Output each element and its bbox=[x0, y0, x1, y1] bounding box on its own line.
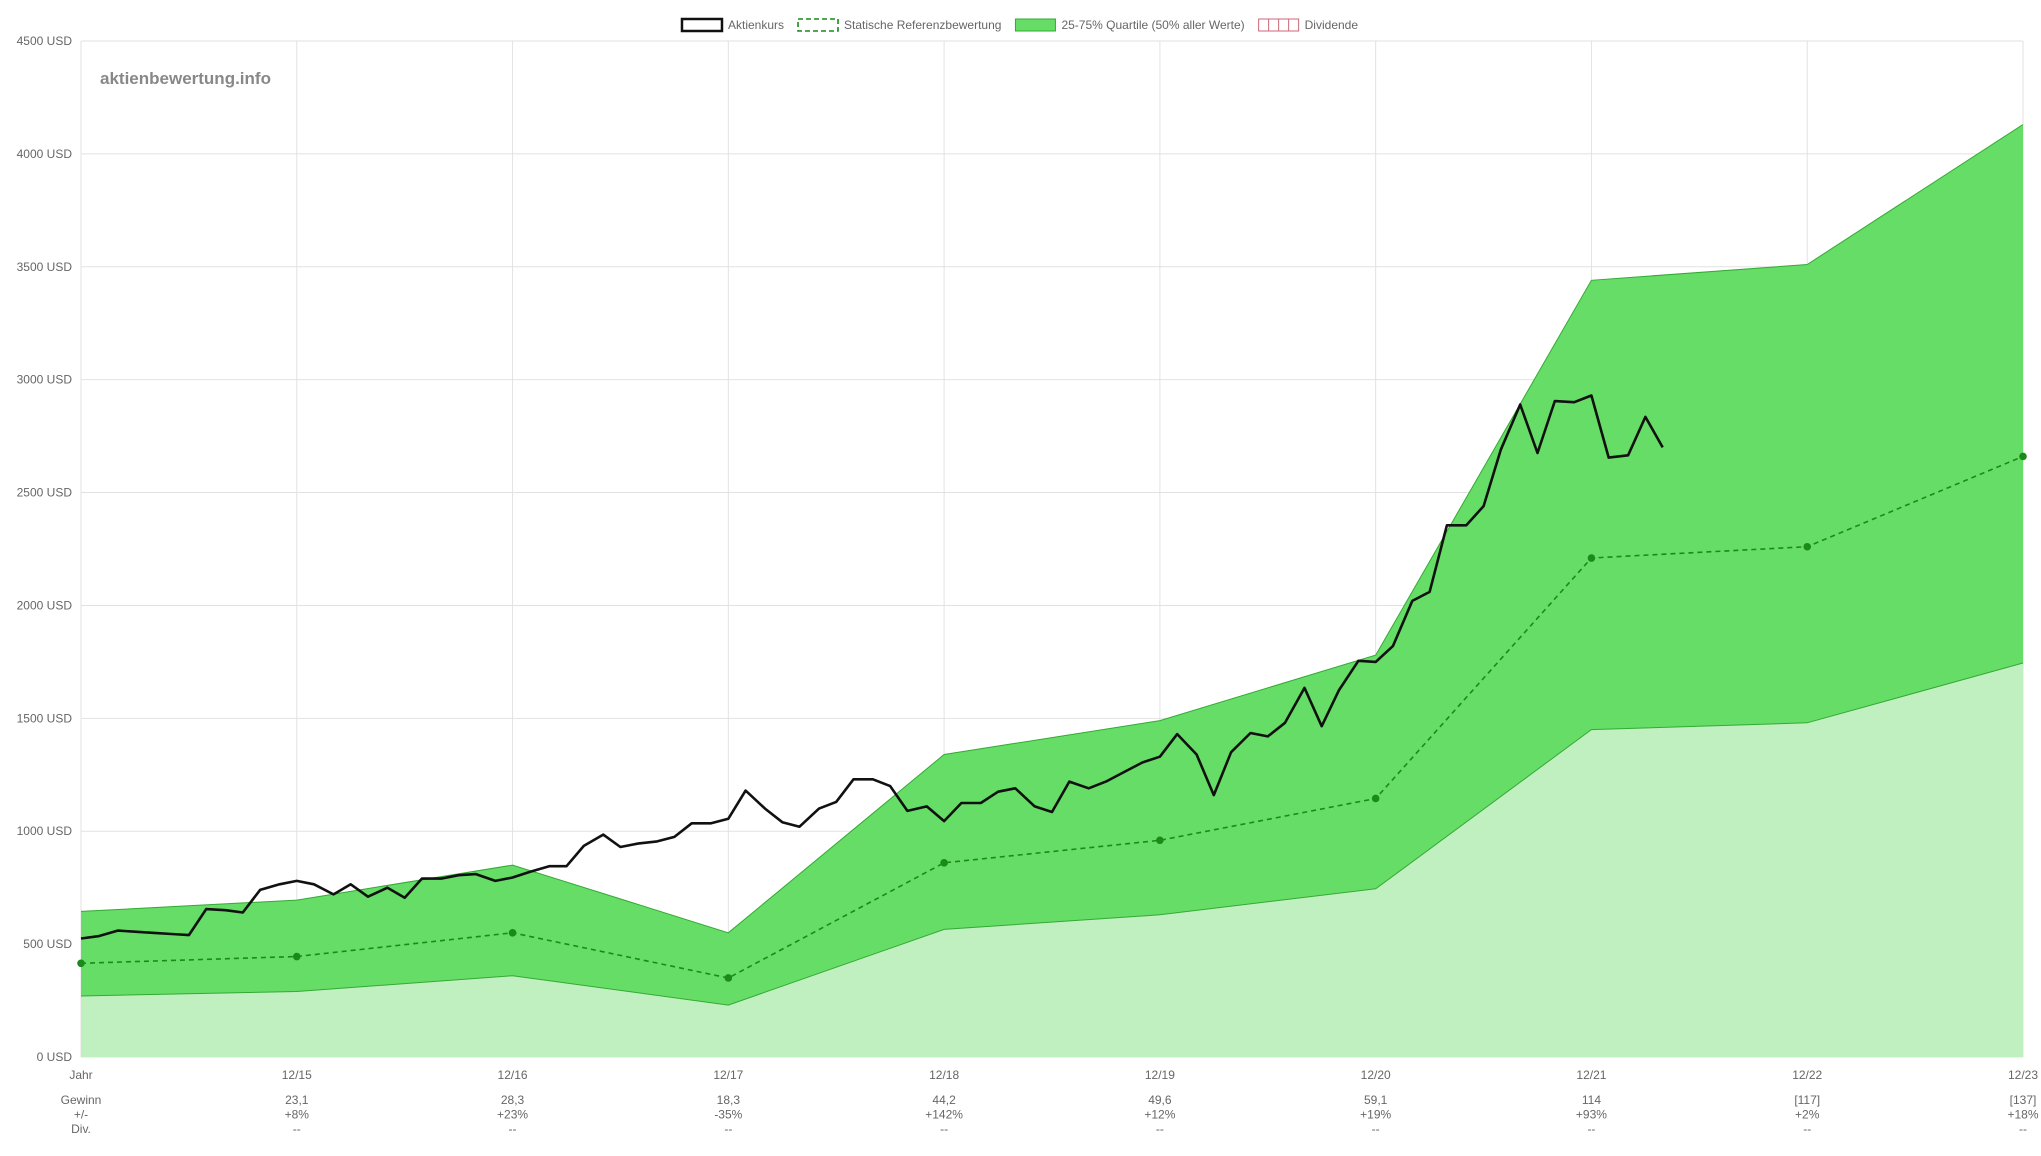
table-cell: [117] bbox=[1794, 1093, 1820, 1107]
quartile-lower-line bbox=[80, 662, 2024, 1006]
table-cell: -- bbox=[1587, 1122, 1595, 1136]
y-tick-label: 500 USD bbox=[23, 937, 72, 951]
table-row-label: Div. bbox=[71, 1122, 91, 1136]
reference-point[interactable] bbox=[77, 959, 85, 968]
legend-swatch-price bbox=[680, 17, 724, 33]
y-tick-label: 2000 USD bbox=[17, 598, 73, 612]
legend-item[interactable]: Statische Referenzbewertung bbox=[797, 18, 1001, 32]
legend-item[interactable]: Aktienkurs bbox=[680, 17, 784, 33]
table-cell: 114 bbox=[1582, 1093, 1601, 1107]
x-tick-label: 12/22 bbox=[1792, 1068, 1822, 1082]
quartile-bands bbox=[80, 124, 2024, 1057]
reference-point[interactable] bbox=[1587, 554, 1596, 562]
table-cell: +2% bbox=[1795, 1108, 1820, 1122]
table-cell: -35% bbox=[714, 1108, 742, 1122]
legend-swatch-quartile bbox=[1014, 18, 1056, 32]
table-cell: 23,1 bbox=[285, 1093, 309, 1107]
table-cell: -- bbox=[2019, 1122, 2027, 1136]
table-cell: 44,2 bbox=[932, 1093, 956, 1107]
x-tick-label: 12/17 bbox=[713, 1068, 743, 1082]
table-cell: -- bbox=[724, 1122, 732, 1136]
table-cell: -- bbox=[1372, 1122, 1380, 1136]
y-tick-label: 1500 USD bbox=[17, 711, 73, 725]
watermark-logo: aktienbewertung.info bbox=[100, 69, 271, 88]
table-cell: [137] bbox=[2010, 1093, 2037, 1107]
table-cell: +23% bbox=[497, 1108, 528, 1122]
y-tick-label: 4000 USD bbox=[17, 147, 73, 161]
reference-point[interactable] bbox=[292, 952, 301, 961]
legend-label: Aktienkurs bbox=[728, 18, 784, 32]
legend-swatch-reference bbox=[797, 18, 839, 32]
price-series bbox=[80, 394, 1664, 940]
legend-item[interactable]: Dividende bbox=[1258, 18, 1359, 32]
table-cell: +18% bbox=[2007, 1108, 2038, 1122]
table-cell: +12% bbox=[1144, 1108, 1175, 1122]
reference-point[interactable] bbox=[940, 859, 948, 867]
x-tick-label: Jahr bbox=[69, 1068, 92, 1082]
y-tick-label: 3000 USD bbox=[17, 373, 73, 387]
reference-point[interactable] bbox=[1803, 542, 1812, 551]
y-tick-label: 0 USD bbox=[37, 1050, 73, 1064]
reference-series bbox=[77, 452, 2027, 982]
quartile-upper-line bbox=[80, 124, 2024, 934]
table-cell: -- bbox=[1803, 1122, 1811, 1136]
legend-label: Dividende bbox=[1305, 18, 1359, 32]
legend-label: 25-75% Quartile (50% aller Werte) bbox=[1061, 18, 1244, 32]
table-cell: -- bbox=[293, 1122, 301, 1136]
y-tick-label: 1000 USD bbox=[17, 824, 73, 838]
legend-label: Statische Referenzbewertung bbox=[844, 18, 1001, 32]
chart-axes: 0 USD 500 USD 1000 USD 1500 USD 2000 USD 2500… bbox=[17, 34, 2039, 1136]
price-line[interactable] bbox=[80, 394, 1664, 940]
x-tick-label: 12/19 bbox=[1145, 1068, 1175, 1082]
reference-line bbox=[80, 455, 2024, 979]
table-cell: +142% bbox=[925, 1108, 963, 1122]
table-cell: 18,3 bbox=[717, 1093, 741, 1107]
table-cell: -- bbox=[509, 1122, 517, 1136]
y-tick-label: 4500 USD bbox=[17, 34, 73, 48]
table-row-label: +/- bbox=[74, 1108, 88, 1122]
table-cell: 59,1 bbox=[1364, 1093, 1388, 1107]
x-tick-label: 12/20 bbox=[1361, 1068, 1391, 1082]
quartile-band-area bbox=[81, 124, 2023, 1006]
table-cell: +19% bbox=[1360, 1108, 1391, 1122]
table-cell: -- bbox=[940, 1122, 948, 1136]
chart-legend[interactable]: Aktienkurs Statische Referenzbewertung 25-… bbox=[680, 17, 1359, 33]
reference-point[interactable] bbox=[2019, 452, 2027, 461]
table-row-label: Gewinn bbox=[61, 1093, 102, 1107]
x-tick-label: 12/15 bbox=[282, 1068, 312, 1082]
y-tick-label: 3500 USD bbox=[17, 260, 73, 274]
y-tick-label: 2500 USD bbox=[17, 486, 73, 500]
table-cell: 28,3 bbox=[501, 1093, 525, 1107]
lower-band-area bbox=[81, 663, 2023, 1057]
table-cell: +93% bbox=[1576, 1108, 1607, 1122]
x-tick-label: 12/16 bbox=[498, 1068, 528, 1082]
reference-point[interactable] bbox=[724, 974, 733, 982]
reference-point[interactable] bbox=[1156, 836, 1164, 845]
x-tick-label: 12/21 bbox=[1576, 1068, 1606, 1082]
x-tick-label: 12/18 bbox=[929, 1068, 959, 1082]
reference-point[interactable] bbox=[508, 929, 517, 937]
legend-item[interactable]: 25-75% Quartile (50% aller Werte) bbox=[1014, 18, 1245, 32]
table-cell: +8% bbox=[285, 1108, 310, 1122]
reference-point[interactable] bbox=[1371, 794, 1380, 803]
table-cell: 49,6 bbox=[1148, 1093, 1172, 1107]
x-tick-label: 12/23 bbox=[2008, 1068, 2038, 1082]
table-cell: -- bbox=[1156, 1122, 1164, 1136]
